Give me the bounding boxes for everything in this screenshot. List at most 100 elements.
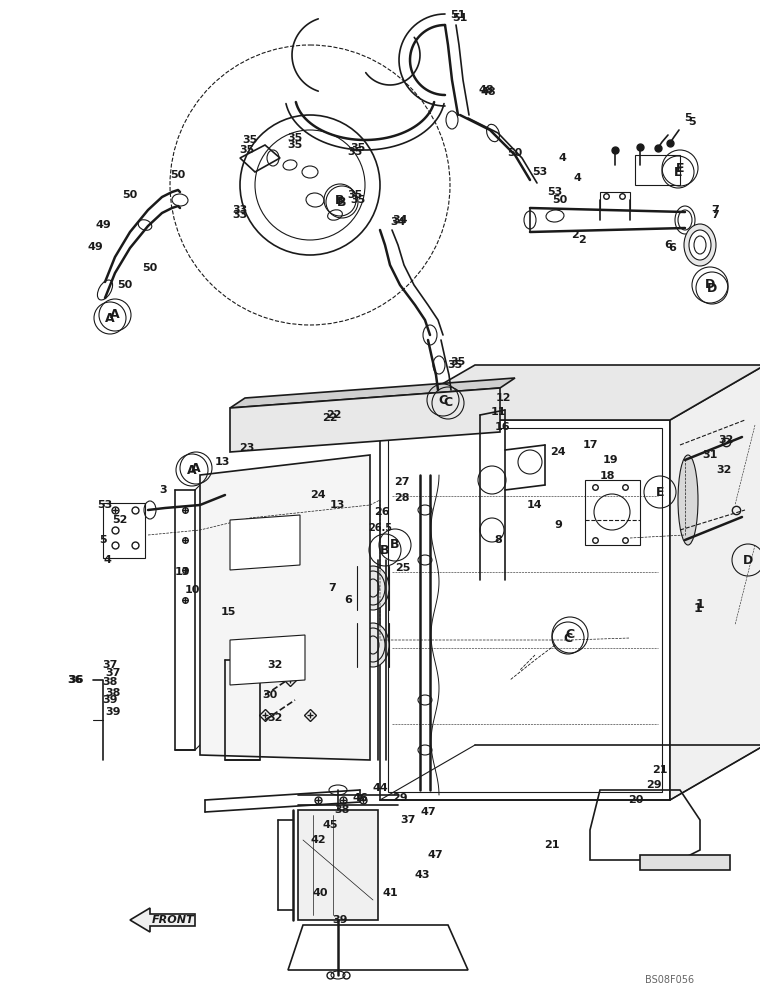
Text: 53: 53 — [532, 167, 548, 177]
Text: 35: 35 — [239, 145, 255, 155]
Text: B: B — [337, 196, 347, 209]
Text: B: B — [335, 194, 345, 207]
Text: 53: 53 — [97, 500, 112, 510]
Text: 26: 26 — [374, 507, 390, 517]
Text: 38: 38 — [334, 805, 350, 815]
Text: 35: 35 — [287, 140, 302, 150]
Polygon shape — [230, 378, 515, 408]
Text: C: C — [563, 632, 572, 645]
Text: 39: 39 — [105, 707, 121, 717]
Text: C: C — [565, 629, 575, 642]
Text: 33: 33 — [233, 205, 248, 215]
Text: 37: 37 — [401, 815, 416, 825]
Ellipse shape — [684, 224, 716, 266]
Text: 4: 4 — [558, 153, 566, 163]
Text: 29: 29 — [646, 780, 662, 790]
Text: 52: 52 — [112, 515, 128, 525]
Text: BS08F056: BS08F056 — [645, 975, 695, 985]
Text: 50: 50 — [117, 280, 133, 290]
Text: 13: 13 — [214, 457, 230, 467]
Text: 32: 32 — [717, 465, 732, 475]
Text: FRONT: FRONT — [152, 915, 195, 925]
Circle shape — [480, 518, 504, 542]
Text: A: A — [192, 462, 201, 475]
Text: 51: 51 — [451, 10, 466, 20]
Circle shape — [594, 494, 630, 530]
Text: B: B — [380, 544, 390, 556]
Bar — [388, 428, 662, 792]
Text: 48: 48 — [480, 87, 496, 97]
Text: 37: 37 — [103, 660, 118, 670]
Text: 35: 35 — [448, 360, 463, 370]
Text: 38: 38 — [103, 677, 118, 687]
Text: 35: 35 — [350, 195, 366, 205]
Bar — [600, 192, 630, 210]
Text: 35: 35 — [350, 143, 366, 153]
Text: 35: 35 — [287, 133, 302, 143]
Text: 17: 17 — [582, 440, 598, 450]
Text: 14: 14 — [526, 500, 542, 510]
Text: 50: 50 — [122, 190, 138, 200]
Text: 35: 35 — [451, 357, 466, 367]
Text: 18: 18 — [599, 471, 615, 481]
Text: 4: 4 — [573, 173, 581, 183]
Text: 15: 15 — [220, 607, 236, 617]
Text: 45: 45 — [322, 820, 337, 830]
Polygon shape — [200, 455, 370, 760]
Polygon shape — [230, 635, 305, 685]
Polygon shape — [380, 365, 760, 420]
Text: 22: 22 — [326, 410, 342, 420]
Bar — [298, 810, 378, 920]
Text: 9: 9 — [554, 520, 562, 530]
Text: 50: 50 — [553, 195, 568, 205]
Text: 4: 4 — [103, 555, 111, 565]
Text: 49: 49 — [87, 242, 103, 252]
Bar — [635, 155, 680, 185]
Text: 28: 28 — [394, 493, 410, 503]
Text: A: A — [110, 308, 120, 322]
Polygon shape — [670, 365, 760, 800]
Text: E: E — [674, 165, 682, 178]
Polygon shape — [250, 680, 313, 725]
Text: 6: 6 — [344, 595, 352, 605]
Text: 20: 20 — [629, 795, 644, 805]
Polygon shape — [250, 640, 310, 685]
Text: E: E — [656, 486, 664, 498]
Text: E: E — [676, 161, 684, 174]
Text: 5: 5 — [689, 117, 696, 127]
Text: 50: 50 — [142, 263, 157, 273]
Text: 36: 36 — [67, 675, 83, 685]
Text: 50: 50 — [508, 148, 523, 158]
Text: 31: 31 — [702, 450, 717, 460]
Text: 42: 42 — [310, 835, 326, 845]
Text: 5: 5 — [100, 535, 107, 545]
Ellipse shape — [678, 455, 698, 545]
Text: 35: 35 — [347, 147, 363, 157]
Text: 7: 7 — [711, 205, 719, 215]
Text: 46: 46 — [352, 793, 368, 803]
Text: 37: 37 — [106, 668, 121, 678]
Text: 16: 16 — [494, 422, 510, 432]
Text: 34: 34 — [390, 217, 406, 227]
Bar — [103, 503, 145, 558]
Text: 30: 30 — [262, 690, 277, 700]
Text: 13: 13 — [329, 500, 345, 510]
Text: 33: 33 — [233, 210, 248, 220]
Text: 7: 7 — [711, 210, 719, 220]
Text: 11: 11 — [490, 407, 505, 417]
Text: 39: 39 — [103, 695, 118, 705]
Text: 27: 27 — [394, 477, 410, 487]
Text: D: D — [743, 554, 753, 566]
Text: 8: 8 — [494, 535, 502, 545]
Text: 50: 50 — [170, 170, 185, 180]
Text: 25: 25 — [395, 563, 410, 573]
Text: 41: 41 — [382, 888, 397, 898]
Circle shape — [478, 466, 506, 494]
Text: 26.5: 26.5 — [368, 523, 392, 533]
Text: 23: 23 — [239, 443, 255, 453]
Text: 19: 19 — [602, 455, 618, 465]
Polygon shape — [130, 908, 195, 932]
Text: 47: 47 — [420, 807, 435, 817]
Text: 13: 13 — [174, 567, 190, 577]
Text: C: C — [439, 393, 448, 406]
